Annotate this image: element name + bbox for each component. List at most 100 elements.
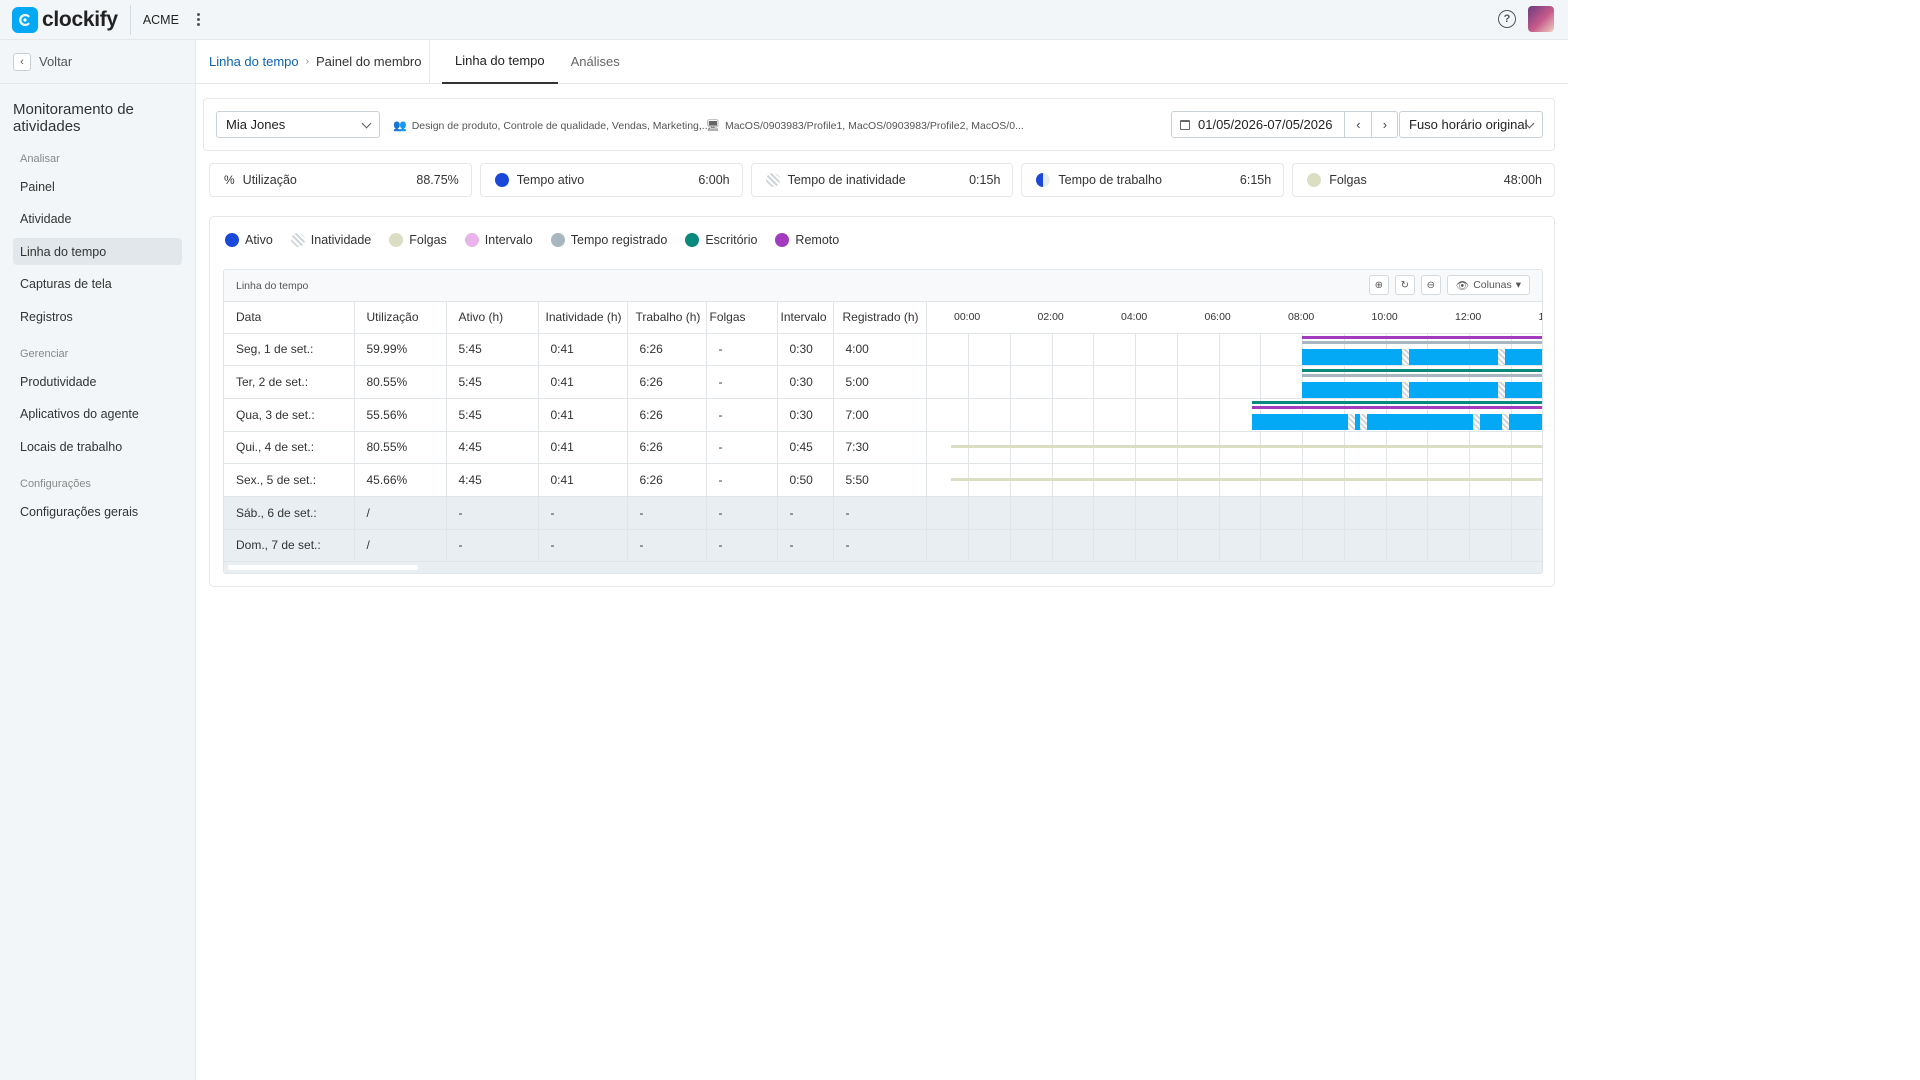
legend-item[interactable]: Folgas: [389, 233, 447, 247]
hour-tick-label: 1: [1539, 311, 1543, 323]
cell-date: Qua, 3 de set.:: [224, 398, 355, 432]
sidebar-item-produtividade[interactable]: Produtividade: [20, 374, 97, 389]
tab-analises[interactable]: Análises: [570, 54, 620, 69]
column-header[interactable]: Inatividade (h): [538, 302, 628, 334]
cell-idle: 0:41: [538, 398, 628, 432]
escritorio-bar: [1251, 401, 1542, 405]
table-row[interactable]: Qua, 3 de set.: 55.56% 5:45 0:41 6:26-0:30 7:…: [224, 398, 1542, 432]
cell-break: 0:45: [777, 431, 834, 465]
escritorio-bar: [1302, 368, 1542, 372]
cell-active: -: [446, 496, 539, 530]
sidebar-item-registros[interactable]: Registros: [20, 309, 73, 324]
eye-icon: 👁: [1455, 279, 1470, 292]
legend-item[interactable]: Intervalo: [464, 233, 533, 247]
zoom-out-icon[interactable]: ⊖: [1420, 275, 1441, 295]
column-header[interactable]: Data: [224, 302, 355, 334]
table-row[interactable]: Sáb., 6 de set.: / - - - - - -: [224, 496, 1542, 530]
devices-filter[interactable]: 🖥 MacOS/0903983/Profile1, MacOS/0903983/…: [706, 119, 1024, 133]
column-header[interactable]: Folgas: [706, 302, 778, 334]
cell-work: -: [627, 529, 707, 563]
workspace-name[interactable]: ACME: [129, 4, 179, 35]
zoom-in-icon[interactable]: ⊕: [1368, 275, 1389, 295]
cell-work: 6:26: [627, 463, 707, 497]
back-button[interactable]: ‹ Voltar: [0, 40, 195, 84]
stat-value: 88.75%: [416, 173, 459, 187]
sidebar-item-capturas-de-tela[interactable]: Capturas de tela: [20, 277, 112, 291]
previous-range-button[interactable]: ‹: [1356, 117, 1361, 132]
cell-break: 0:50: [777, 463, 834, 497]
cell-idle: -: [538, 496, 628, 530]
breadcrumb-current: Painel do membro: [315, 54, 422, 69]
legend-item[interactable]: Tempo registrado: [550, 233, 668, 247]
member-select[interactable]: Mia Jones: [216, 111, 380, 138]
next-range-button[interactable]: ›: [1371, 112, 1397, 137]
active-bar: [1302, 381, 1542, 398]
legend-dot: [550, 233, 565, 247]
legend-label: Escritório: [705, 233, 758, 247]
legend-dot: [225, 233, 239, 247]
legend-label: Folgas: [409, 233, 447, 247]
timezone-select[interactable]: Fuso horário original: [1399, 111, 1543, 138]
cell-off: -: [706, 365, 778, 399]
sidebar-item-painel[interactable]: Painel: [20, 179, 55, 194]
app-name: clockify: [42, 7, 118, 31]
member-select-value: Mia Jones: [226, 117, 286, 132]
app-logo[interactable]: clockify: [12, 6, 118, 33]
scrollbar-thumb[interactable]: [228, 565, 418, 570]
sidebar-item-configura-es-gerais[interactable]: Configurações gerais: [20, 504, 139, 519]
stat-card: Folgas 48:00h: [1292, 163, 1555, 197]
sidebar-item-locais-de-trabalho[interactable]: Locais de trabalho: [20, 439, 123, 454]
groups-filter[interactable]: 👥 Design de produto, Controle de qualida…: [393, 119, 711, 133]
cell-idle: 0:41: [538, 431, 628, 465]
help-icon[interactable]: ?: [1498, 10, 1516, 28]
hour-tick-label: 02:00: [1037, 311, 1064, 323]
columns-button[interactable]: 👁 Colunas ▾: [1446, 275, 1530, 295]
column-header[interactable]: Utilização: [354, 302, 447, 334]
cell-util: 80.55%: [354, 365, 447, 399]
date-range-field[interactable]: 01/05/2026-07/05/2026: [1172, 112, 1346, 137]
legend-item[interactable]: Remoto: [775, 233, 839, 247]
cell-idle: 0:41: [538, 365, 628, 399]
active-bar: [1251, 414, 1542, 431]
timeline-panel: Ativo Inatividade Folgas Intervalo Tempo reg…: [209, 216, 1555, 587]
horizontal-scrollbar[interactable]: [224, 562, 1542, 573]
stat-label-group: Tempo de inatividade: [765, 173, 906, 187]
avatar[interactable]: [1528, 6, 1554, 32]
breadcrumb-parent-link[interactable]: Linha do tempo: [209, 54, 299, 69]
stat-label: Tempo de trabalho: [1058, 173, 1162, 187]
remoto-bar: [1302, 336, 1542, 339]
remoto-bar: [1251, 406, 1542, 410]
tab-linha-do-tempo[interactable]: Linha do tempo: [442, 40, 558, 84]
legend-label: Tempo registrado: [570, 233, 668, 247]
table-row[interactable]: Dom., 7 de set.: / - - - - - -: [224, 529, 1542, 563]
refresh-icon[interactable]: ↻: [1394, 275, 1415, 295]
sidebar-item-linha-do-tempo[interactable]: Linha do tempo: [13, 238, 182, 265]
cell-tracked: 7:00: [833, 398, 927, 432]
idle-gap: [1498, 381, 1506, 398]
more-vertical-icon[interactable]: [193, 13, 205, 26]
sidebar-item-aplicativos-do-agente[interactable]: Aplicativos do agente: [20, 407, 139, 421]
idle-gap: [1502, 414, 1510, 431]
cell-util: /: [354, 529, 447, 563]
legend: Ativo Inatividade Folgas Intervalo Tempo reg…: [225, 233, 857, 247]
caret-down-icon: ▾: [1515, 279, 1521, 291]
legend-item[interactable]: Inatividade: [290, 233, 371, 247]
timeline-header: [926, 302, 1542, 334]
timeline-cell: [926, 529, 1542, 563]
chevron-left-icon: ‹: [13, 52, 31, 71]
hour-tick-label: 10:00: [1371, 311, 1398, 323]
monitor-icon: 🖥: [706, 120, 720, 132]
sidebar-item-atividade[interactable]: Atividade: [20, 212, 72, 226]
legend-label: Intervalo: [484, 233, 533, 247]
column-header[interactable]: Ativo (h): [446, 302, 539, 334]
cell-off: -: [706, 529, 778, 563]
column-header[interactable]: Intervalo: [777, 302, 834, 334]
legend-item[interactable]: Ativo: [225, 233, 273, 247]
legend-item[interactable]: Escritório: [685, 233, 757, 247]
main-content: Linha do tempo › Painel do membro Linha …: [196, 39, 1568, 587]
cell-date: Ter, 2 de set.:: [224, 365, 355, 399]
stat-label: Tempo ativo: [516, 173, 585, 187]
column-header[interactable]: Trabalho (h): [627, 302, 707, 334]
column-header[interactable]: Registrado (h): [833, 302, 927, 334]
stat-label-group: Folgas: [1307, 173, 1367, 187]
